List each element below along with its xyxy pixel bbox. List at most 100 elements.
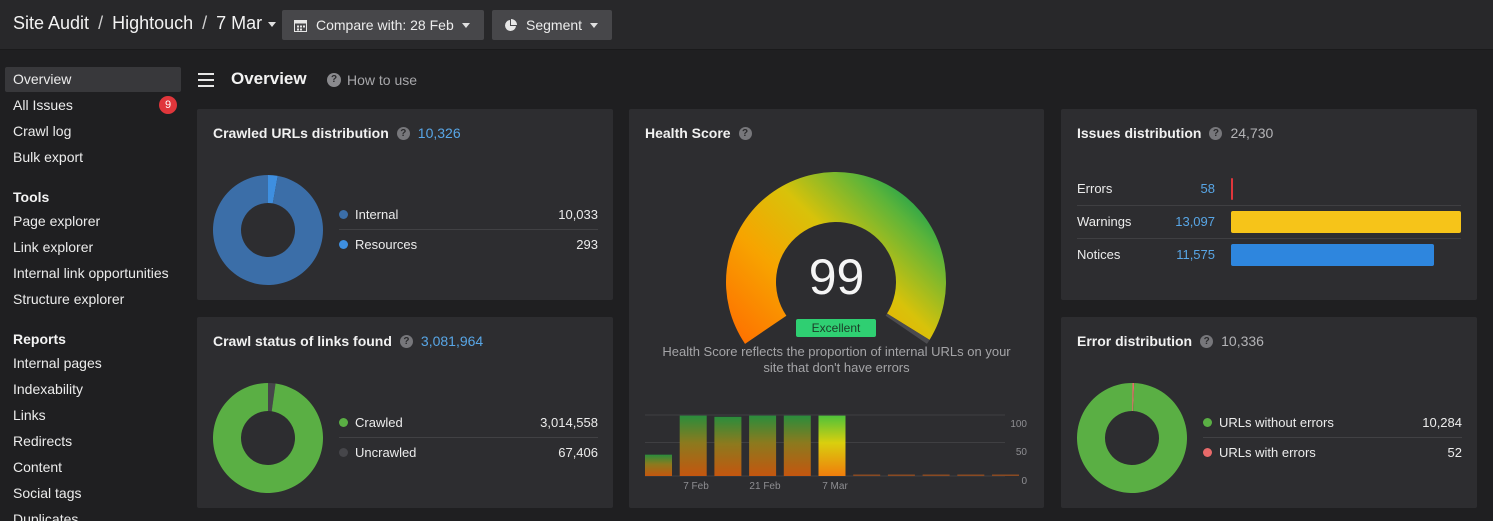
legend-label: Resources — [355, 236, 418, 252]
compare-label: Compare with: 28 Feb — [316, 17, 454, 33]
issues-row-notices[interactable]: Notices 11,575 — [1077, 238, 1461, 271]
history-bar[interactable] — [749, 415, 777, 476]
legend-row-uncrawled[interactable]: Uncrawled 67,406 — [339, 437, 598, 466]
help-icon[interactable]: ? — [396, 126, 410, 140]
donut-slice[interactable] — [1077, 383, 1187, 493]
sidebar-item-links[interactable]: Links — [5, 403, 181, 428]
sidebar-item-bulk-export[interactable]: Bulk export — [5, 145, 181, 170]
issues-label: Warnings — [1077, 214, 1132, 229]
issues-value[interactable]: 58 — [1200, 181, 1215, 196]
crawl-date-dropdown[interactable]: 7 Mar — [216, 13, 277, 34]
card-header: Crawled URLs distribution ? 10,326 — [213, 125, 461, 141]
total-count: 10,336 — [1221, 333, 1264, 349]
description-line: site that don't have errors — [763, 360, 910, 375]
issues-bar — [1231, 210, 1461, 233]
legend-row-crawled[interactable]: Crawled 3,014,558 — [339, 408, 598, 437]
description-line: Health Score reflects the proportion of … — [662, 344, 1011, 359]
sidebar-item-label: Social tags — [13, 485, 82, 501]
sidebar-item-social-tags[interactable]: Social tags — [5, 481, 181, 506]
card-header: Error distribution ? 10,336 — [1077, 333, 1264, 349]
hamburger-menu-icon[interactable] — [198, 73, 214, 91]
compare-button[interactable]: Compare with: 28 Feb — [282, 10, 484, 40]
error-distribution-card: Error distribution ? 10,336 URLs without… — [1061, 317, 1477, 508]
donut-slice[interactable] — [268, 175, 278, 204]
issues-row-warnings[interactable]: Warnings 13,097 — [1077, 205, 1461, 238]
help-icon[interactable]: ? — [1209, 126, 1223, 140]
divider — [1077, 238, 1461, 239]
y-tick-label: 0 — [1021, 476, 1027, 487]
error-distribution-legend: URLs without errors 10,284 URLs with erro… — [1203, 408, 1462, 466]
history-bar[interactable] — [645, 454, 672, 476]
sidebar-item-indexability[interactable]: Indexability — [5, 377, 181, 402]
health-score-gauge — [726, 172, 946, 344]
total-count-link[interactable]: 3,081,964 — [420, 333, 484, 349]
issues-distribution-card: Issues distribution ? 24,730 Errors 58 W… — [1061, 109, 1477, 300]
sidebar-item-redirects[interactable]: Redirects — [5, 429, 181, 454]
history-bar[interactable] — [992, 474, 1019, 477]
total-count: 24,730 — [1230, 125, 1274, 141]
issues-row-errors[interactable]: Errors 58 — [1077, 172, 1461, 205]
legend-dot — [339, 418, 348, 427]
segment-button[interactable]: Segment — [492, 10, 612, 40]
x-tick-label: 7 Feb — [683, 481, 709, 492]
y-tick-label: 100 — [1010, 419, 1027, 430]
card-title: Crawled URLs distribution — [213, 125, 389, 141]
calendar-icon — [294, 19, 307, 32]
breadcrumb-site-audit[interactable]: Site Audit — [13, 13, 90, 33]
history-bar[interactable] — [887, 474, 915, 477]
sidebar-item-all-issues[interactable]: All Issues 9 — [5, 93, 181, 118]
issues-value[interactable]: 13,097 — [1175, 214, 1215, 229]
total-count-link[interactable]: 10,326 — [417, 125, 461, 141]
history-bar[interactable] — [783, 415, 811, 476]
donut-slice[interactable] — [213, 383, 323, 493]
sidebar-item-label: Bulk export — [13, 149, 84, 165]
sidebar-item-label: Internal link opportunities — [13, 265, 169, 281]
sidebar-item-structure-explorer[interactable]: Structure explorer — [5, 287, 181, 312]
help-icon: ? — [327, 73, 341, 87]
sidebar-item-duplicates[interactable]: Duplicates — [5, 507, 181, 521]
help-icon[interactable]: ? — [399, 334, 413, 348]
history-bar[interactable] — [957, 474, 985, 477]
sidebar-item-label: Links — [13, 407, 46, 423]
issues-bar — [1231, 243, 1435, 266]
legend-value: 52 — [1447, 444, 1462, 460]
sidebar-item-overview[interactable]: Overview — [5, 67, 181, 92]
help-icon[interactable]: ? — [738, 126, 752, 140]
how-to-use-link[interactable]: ? How to use — [327, 72, 417, 88]
donut-slice[interactable] — [1132, 383, 1135, 412]
sidebar-item-crawl-log[interactable]: Crawl log — [5, 119, 181, 144]
y-tick-label: 50 — [1016, 447, 1028, 458]
legend-row-urls-without-errors[interactable]: URLs without errors 10,284 — [1203, 408, 1462, 437]
sidebar-item-internal-pages[interactable]: Internal pages — [5, 351, 181, 376]
legend-value: 10,033 — [558, 207, 598, 222]
issues-value[interactable]: 11,575 — [1176, 247, 1215, 262]
crawled-urls-card: Crawled URLs distribution ? 10,326 Inter… — [197, 109, 613, 300]
sidebar-item-label: Link explorer — [13, 239, 94, 255]
sidebar-item-link-explorer[interactable]: Link explorer — [5, 235, 181, 260]
legend-dot — [339, 447, 348, 457]
history-bar[interactable] — [679, 415, 707, 476]
x-tick-label: 21 Feb — [749, 481, 781, 492]
donut-slice[interactable] — [268, 383, 276, 412]
sidebar-item-label: Internal pages — [13, 355, 102, 371]
crawled-urls-donut — [213, 175, 323, 285]
issues-bar — [1231, 177, 1233, 200]
history-bar[interactable] — [853, 474, 881, 477]
sidebar-item-page-explorer[interactable]: Page explorer — [5, 209, 181, 234]
sidebar-item-internal-link-opportunities[interactable]: Internal link opportunities — [5, 261, 181, 286]
donut-slice[interactable] — [213, 175, 323, 285]
history-bar[interactable] — [818, 415, 846, 476]
health-score-history-chart: 100 50 0 7 Feb 21 Feb 7 Mar — [645, 414, 1028, 492]
sidebar-item-label: Indexability — [13, 381, 84, 397]
help-icon[interactable]: ? — [1200, 334, 1214, 348]
legend-row-internal[interactable]: Internal 10,033 — [339, 200, 598, 229]
legend-row-urls-with-errors[interactable]: URLs with errors 52 — [1203, 437, 1462, 466]
sidebar-item-content[interactable]: Content — [5, 455, 181, 480]
crawl-status-legend: Crawled 3,014,558 Uncrawled 67,406 — [339, 408, 598, 466]
legend-row-resources[interactable]: Resources 293 — [339, 229, 598, 258]
history-bar[interactable] — [714, 416, 742, 476]
history-bar[interactable] — [922, 474, 950, 477]
legend-value: 3,014,558 — [540, 415, 598, 430]
health-score-value: 99 — [808, 249, 865, 305]
breadcrumb-project[interactable]: Hightouch — [112, 13, 194, 33]
